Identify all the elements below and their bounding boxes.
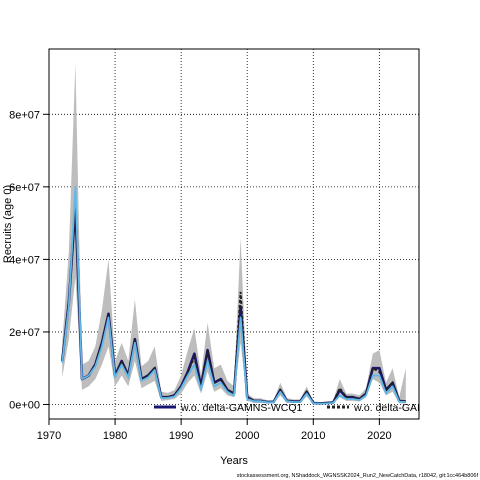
y-tick-label-0: 0e+00	[9, 399, 40, 411]
x-tick-label-4: 2010	[301, 430, 325, 442]
reference-line	[61, 185, 406, 405]
x-axis-title: Years	[220, 455, 248, 467]
x-tick-label-3: 2000	[235, 430, 259, 442]
y-tick-label-1: 2e+07	[9, 327, 40, 339]
x-tick-label-0: 1970	[37, 430, 61, 442]
plot-frame	[48, 48, 420, 420]
y-axis-title: Recruits (age 0)	[2, 185, 14, 263]
legend-label-1: w.o. delta-GAI	[353, 402, 420, 414]
y-tick-label-4: 8e+07	[9, 109, 40, 121]
x-axis-ticks: 1970 1980 1990 2000 2010 2020	[37, 419, 392, 442]
legend: w.o. delta-GAMNS-WCQ1 w.o. delta-GAI	[154, 402, 420, 414]
y-tick-label-2: 4e+07	[9, 254, 40, 266]
x-tick-label-2: 1990	[169, 430, 193, 442]
series-line-gai	[61, 208, 406, 405]
x-tick-label-5: 2020	[367, 430, 391, 442]
source-caption: stockassessment.org, NShaddock_WGNSSK202…	[237, 473, 479, 479]
legend-label-0: w.o. delta-GAMNS-WCQ1	[180, 402, 303, 414]
series-lines	[60, 185, 406, 405]
y-tick-label-3: 6e+07	[9, 182, 40, 194]
x-tick-label-1: 1980	[103, 430, 127, 442]
y-axis-ticks: 0e+00 2e+07 4e+07 6e+07 8e+07	[9, 109, 49, 411]
